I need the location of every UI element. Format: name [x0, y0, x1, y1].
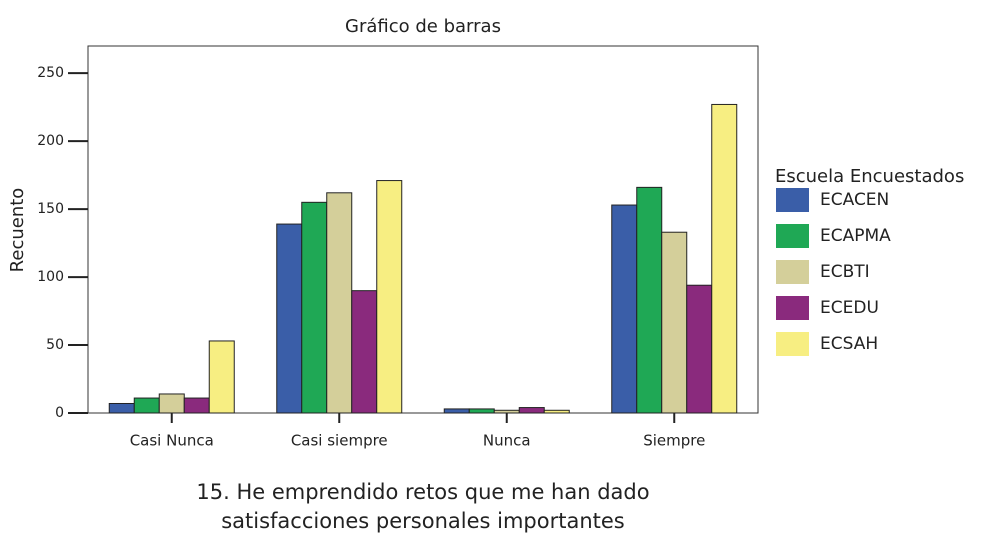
legend-swatch	[776, 188, 809, 212]
y-tick-label: 200	[37, 133, 64, 149]
bar	[518, 407, 545, 414]
y-axis-label: Recuento	[7, 188, 28, 273]
legend-swatch	[776, 332, 809, 356]
x-axis-label: satisfacciones personales importantes	[221, 509, 625, 533]
y-tick-label: 0	[55, 405, 64, 421]
bar	[276, 223, 303, 414]
bar	[183, 397, 210, 414]
bar	[326, 192, 353, 414]
y-tick-label: 250	[37, 65, 64, 81]
bar	[443, 408, 470, 414]
x-tick-label: Siempre	[643, 432, 705, 450]
bar	[543, 409, 570, 414]
bar	[611, 204, 638, 414]
legend-title: Escuela Encuestados	[775, 166, 964, 187]
bar	[468, 408, 495, 414]
legend-label: ECSAH	[820, 334, 878, 354]
bar	[493, 409, 520, 414]
bar	[301, 201, 328, 414]
legend-swatch	[776, 224, 809, 248]
bar	[208, 340, 235, 414]
y-tick-label: 150	[37, 201, 64, 217]
bar	[376, 180, 403, 414]
x-axis-label: 15. He emprendido retos que me han dado	[196, 480, 649, 504]
legend-label: ECBTI	[820, 262, 870, 282]
x-tick-label: Nunca	[483, 432, 531, 450]
plot-frame	[87, 45, 759, 414]
x-tick-label: Casi siempre	[291, 432, 388, 450]
y-tick-label: 100	[37, 269, 64, 285]
legend-label: ECAPMA	[820, 226, 891, 246]
legend-label: ECACEN	[820, 190, 889, 210]
bar	[158, 393, 185, 414]
bar	[661, 231, 688, 414]
y-tick-label: 50	[46, 337, 64, 353]
legend-label: ECEDU	[820, 298, 879, 318]
bar	[133, 397, 160, 414]
bar	[636, 186, 663, 414]
bar	[711, 103, 738, 414]
legend-swatch	[776, 296, 809, 320]
bar	[351, 290, 378, 414]
chart-title: Gráfico de barras	[345, 16, 501, 37]
bar	[686, 284, 713, 414]
legend-swatch	[776, 260, 809, 284]
x-tick-label: Casi Nunca	[130, 432, 214, 450]
bar	[108, 402, 135, 414]
